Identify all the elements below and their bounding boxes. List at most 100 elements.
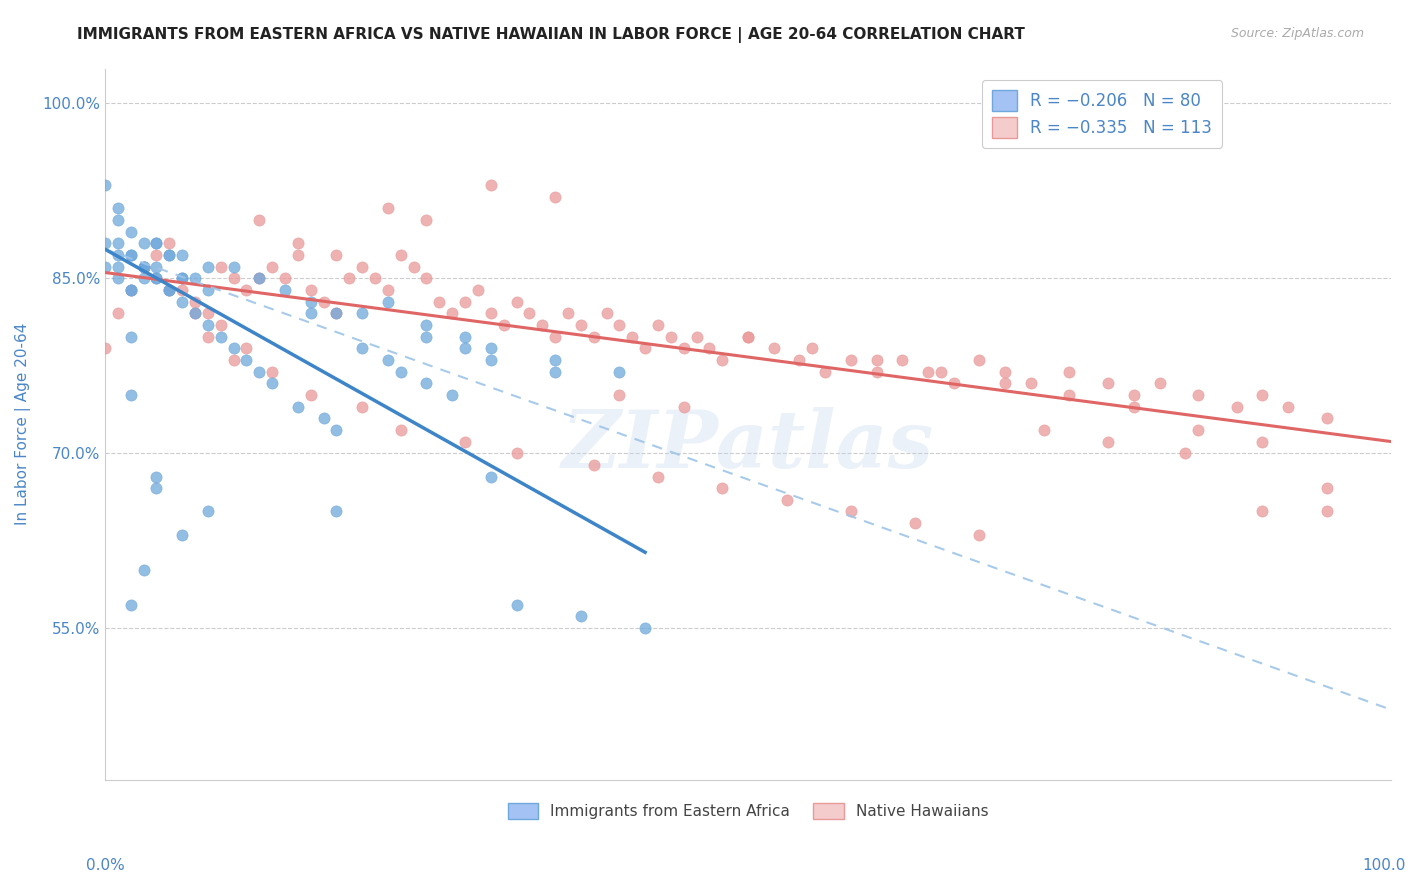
Point: [917, 365, 939, 379]
Point: [94, 260, 117, 274]
Point: [157, 248, 180, 262]
Point: [1251, 504, 1274, 518]
Point: [172, 248, 194, 262]
Point: [184, 294, 207, 309]
Point: [287, 400, 309, 414]
Point: [479, 341, 502, 355]
Point: [222, 260, 245, 274]
Point: [942, 376, 965, 391]
Point: [1122, 388, 1144, 402]
Point: [994, 376, 1017, 391]
Point: [865, 365, 887, 379]
Point: [1097, 434, 1119, 449]
Point: [145, 271, 167, 285]
Point: [325, 248, 347, 262]
Point: [544, 365, 567, 379]
Point: [454, 434, 477, 449]
Point: [222, 341, 245, 355]
Point: [197, 306, 219, 320]
Point: [120, 283, 142, 297]
Point: [197, 283, 219, 297]
Legend: Immigrants from Eastern Africa, Native Hawaiians: Immigrants from Eastern Africa, Native H…: [502, 797, 994, 825]
Point: [337, 271, 360, 285]
Point: [775, 492, 797, 507]
Point: [120, 388, 142, 402]
Point: [287, 236, 309, 251]
Point: [582, 329, 605, 343]
Point: [415, 376, 437, 391]
Point: [325, 504, 347, 518]
Text: ZIPatlas: ZIPatlas: [562, 407, 934, 484]
Point: [389, 423, 412, 437]
Point: [132, 563, 155, 577]
Point: [994, 365, 1017, 379]
Point: [969, 528, 991, 542]
Point: [621, 329, 644, 343]
Point: [479, 353, 502, 368]
Point: [352, 306, 374, 320]
Point: [672, 341, 695, 355]
Point: [145, 481, 167, 495]
Point: [145, 236, 167, 251]
Point: [132, 260, 155, 274]
Point: [839, 353, 862, 368]
Point: [1149, 376, 1171, 391]
Point: [711, 481, 734, 495]
Point: [699, 341, 721, 355]
Point: [299, 294, 322, 309]
Point: [647, 469, 669, 483]
Point: [120, 248, 142, 262]
Point: [1187, 388, 1209, 402]
Point: [415, 329, 437, 343]
Point: [595, 306, 617, 320]
Point: [145, 236, 167, 251]
Point: [505, 446, 527, 460]
Point: [325, 306, 347, 320]
Point: [299, 283, 322, 297]
Point: [569, 609, 592, 624]
Point: [262, 376, 284, 391]
Point: [274, 283, 297, 297]
Point: [120, 598, 142, 612]
Point: [107, 248, 129, 262]
Point: [505, 598, 527, 612]
Point: [1251, 388, 1274, 402]
Point: [454, 341, 477, 355]
Point: [569, 318, 592, 332]
Point: [107, 213, 129, 227]
Point: [157, 283, 180, 297]
Point: [1174, 446, 1197, 460]
Point: [454, 329, 477, 343]
Point: [609, 318, 631, 332]
Point: [209, 329, 232, 343]
Point: [364, 271, 387, 285]
Point: [634, 341, 657, 355]
Point: [377, 353, 399, 368]
Point: [274, 271, 297, 285]
Point: [839, 504, 862, 518]
Point: [172, 528, 194, 542]
Point: [222, 353, 245, 368]
Point: [1032, 423, 1054, 437]
Point: [132, 236, 155, 251]
Point: [454, 294, 477, 309]
Point: [479, 306, 502, 320]
Point: [197, 318, 219, 332]
Point: [172, 283, 194, 297]
Point: [352, 400, 374, 414]
Point: [904, 516, 927, 530]
Point: [247, 271, 270, 285]
Point: [197, 329, 219, 343]
Point: [132, 271, 155, 285]
Point: [157, 236, 180, 251]
Text: Source: ZipAtlas.com: Source: ZipAtlas.com: [1230, 27, 1364, 40]
Point: [184, 306, 207, 320]
Point: [172, 271, 194, 285]
Point: [531, 318, 554, 332]
Point: [209, 260, 232, 274]
Point: [132, 260, 155, 274]
Point: [737, 329, 759, 343]
Point: [145, 271, 167, 285]
Point: [247, 365, 270, 379]
Point: [299, 306, 322, 320]
